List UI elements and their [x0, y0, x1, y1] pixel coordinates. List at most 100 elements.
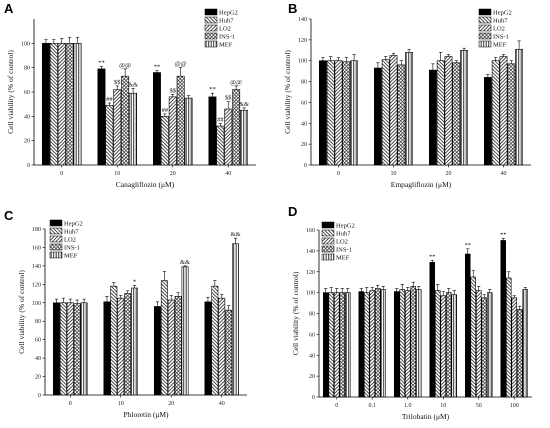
- significance-label: ##: [162, 107, 169, 114]
- bar: [429, 262, 435, 398]
- legend-swatch: [321, 237, 335, 245]
- y-tick-label: 80: [301, 80, 307, 86]
- y-tick-label: 160: [306, 228, 315, 234]
- significance-label: ##: [217, 117, 224, 124]
- y-tick-label: 140: [306, 249, 315, 255]
- y-tick-label: 100: [32, 301, 41, 307]
- y-tick-label: 20: [35, 375, 41, 381]
- x-tick-label: 40: [225, 171, 231, 177]
- legend-swatch: [204, 16, 218, 24]
- x-tick-label: 0.1: [369, 403, 377, 409]
- bar: [110, 285, 118, 396]
- bar: [436, 60, 445, 166]
- bar: [73, 303, 81, 396]
- legend-swatch: [478, 16, 492, 24]
- bar: [389, 55, 398, 166]
- legend-label: LO2: [64, 237, 76, 244]
- bar: [57, 43, 66, 166]
- bar: [224, 108, 233, 166]
- y-tick-label: 60: [35, 338, 41, 344]
- legend-swatch: [49, 251, 63, 259]
- y-tick-label: 40: [301, 121, 307, 127]
- bar: [410, 286, 416, 398]
- bar: [333, 292, 340, 398]
- y-tick-label: 80: [35, 319, 41, 325]
- legend-label: HepG2: [64, 221, 83, 228]
- bar: [358, 291, 364, 398]
- bar: [445, 292, 452, 398]
- legend-swatch: [478, 40, 492, 48]
- panel-letter: C: [4, 208, 14, 223]
- panel-letter: D: [288, 204, 297, 219]
- significance-label: **: [465, 242, 472, 249]
- bar: [103, 301, 111, 396]
- y-tick-label: 180: [32, 227, 41, 233]
- x-tick-label: 50: [476, 403, 482, 409]
- x-tick-label: 0: [69, 401, 72, 407]
- bar: [160, 280, 168, 396]
- bar: [322, 292, 329, 398]
- bar: [444, 56, 453, 166]
- bar: [481, 297, 487, 398]
- significance-label: ##: [106, 96, 113, 103]
- y-tick-label: 60: [301, 100, 307, 106]
- bar: [181, 266, 189, 396]
- bar: [515, 48, 523, 166]
- bar: [124, 293, 132, 396]
- bar: [339, 292, 345, 398]
- bar: [491, 60, 500, 166]
- legend-label: MEF: [64, 253, 78, 260]
- bar: [334, 60, 343, 166]
- x-tick-label: 20: [168, 401, 174, 407]
- significance-label: @@: [230, 79, 242, 86]
- bar: [369, 290, 375, 398]
- significance-label: &&: [128, 81, 138, 88]
- legend-label: Huh7: [64, 229, 79, 236]
- legend-label: HepG2: [493, 10, 512, 17]
- y-tick-label: 0: [27, 163, 30, 169]
- legend-swatch: [49, 243, 63, 251]
- bar: [73, 43, 82, 166]
- bar: [225, 309, 233, 396]
- y-tick-label: 40: [35, 356, 41, 362]
- bar: [216, 125, 225, 166]
- x-tick-label: 100: [510, 403, 519, 409]
- bar: [176, 75, 185, 166]
- legend-label: MEF: [219, 42, 233, 49]
- bar: [393, 291, 400, 398]
- bar: [113, 89, 122, 166]
- x-axis-title: Trilobatin (μM): [402, 412, 450, 421]
- significance-label: $$: [225, 95, 232, 102]
- x-tick-label: 20: [446, 171, 452, 177]
- legend-swatch: [204, 8, 218, 16]
- x-axis-title: Phloretin (μM): [123, 410, 169, 419]
- bar: [475, 290, 482, 398]
- bar: [105, 105, 114, 166]
- y-tick-label: 0: [304, 163, 307, 169]
- bar: [59, 302, 67, 396]
- legend-swatch: [204, 40, 218, 48]
- bar: [66, 302, 74, 396]
- chart-panel-c: C 0 20 40 60 80 100 120 140 160 180 0 10 * 20 && 40 && Cel…: [4, 208, 247, 419]
- chart-panel-b: B 0 20 40 60 80 100 120 140 0 10 20 40 Cell viability…: [283, 1, 531, 189]
- bar: [160, 116, 169, 166]
- bar: [344, 292, 351, 398]
- legend-swatch: [321, 245, 335, 253]
- significance-label: @@: [175, 61, 187, 68]
- bar: [397, 64, 406, 166]
- bar: [464, 253, 471, 398]
- y-tick-label: 60: [309, 332, 315, 338]
- legend-swatch: [204, 32, 218, 40]
- bar: [232, 243, 239, 396]
- y-tick-label: 40: [309, 353, 315, 359]
- bar: [486, 292, 493, 398]
- legend-swatch: [478, 32, 492, 40]
- y-tick-label: 140: [298, 17, 307, 23]
- bar: [52, 302, 60, 396]
- bar: [511, 297, 517, 398]
- y-tick-label: 0: [38, 393, 41, 399]
- y-axis-title: Cell viability (% of control): [291, 271, 300, 355]
- y-tick-label: 120: [306, 270, 315, 276]
